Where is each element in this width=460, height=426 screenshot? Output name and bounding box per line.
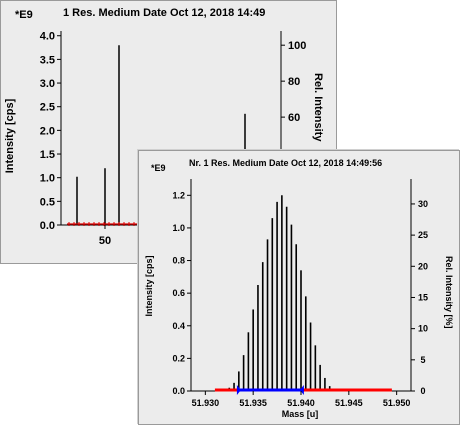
y-tick-label: 3.5	[40, 54, 55, 66]
zoomed-spectrum-chart: *E9 Nr. 1 Res. Medium Date Oct 12, 2018 …	[144, 158, 454, 419]
y2-tick-label: 5	[420, 355, 425, 365]
y-tick-label: 1.5	[40, 149, 55, 161]
y-tick-label: 3.0	[40, 78, 55, 90]
y-tick-label: 1.0	[172, 223, 185, 233]
y2-tick-label: 25	[418, 230, 428, 240]
x-axis-label: Mass [u]	[282, 409, 319, 419]
spectrum-window-front[interactable]: *E9 Nr. 1 Res. Medium Date Oct 12, 2018 …	[138, 150, 460, 425]
y2-axis-label: Rel. Intensity	[312, 73, 324, 142]
y2-tick-label: 15	[418, 292, 428, 302]
x-tick-label: 51.950	[383, 398, 411, 408]
y2-axis-label: Rel. Intensity [%]	[444, 256, 454, 329]
y-tick-label: 1.0	[40, 173, 55, 185]
chart-header: 1 Res. Medium Date Oct 12, 2018 14:49	[63, 7, 265, 19]
x-tick-label: 50	[99, 235, 111, 247]
y-axis-label: Intensity [cps]	[4, 98, 16, 173]
y-axis-label: Intensity [cps]	[144, 255, 154, 316]
y-tick-label: 0.4	[172, 321, 185, 331]
y2-tick-label: 60	[288, 112, 300, 124]
y-tick-label: 0.0	[172, 386, 185, 396]
y2-tick-label: 30	[418, 199, 428, 209]
x-tick-label: 51.930	[192, 398, 220, 408]
y2-tick-label: 80	[288, 76, 300, 88]
y-tick-label: 2.0	[40, 125, 55, 137]
y-tick-label: 0.5	[40, 196, 55, 208]
y-tick-label: 0.2	[172, 353, 185, 363]
x-tick-label: 51.945	[335, 398, 363, 408]
exponent-label: *E9	[151, 163, 166, 173]
exponent-label: *E9	[15, 9, 33, 21]
y2-tick-label: 20	[418, 261, 428, 271]
x-tick-label: 51.940	[287, 398, 315, 408]
y-tick-label: 1.2	[172, 190, 185, 200]
chart-header: Nr. 1 Res. Medium Date Oct 12, 2018 14:4…	[189, 158, 382, 168]
blue-range-end-marker	[299, 385, 304, 395]
y-tick-label: 2.5	[40, 102, 55, 114]
y-tick-label: 0.6	[172, 288, 185, 298]
y-tick-label: 0.0	[40, 220, 55, 232]
y2-tick-label: 0	[420, 386, 425, 396]
blue-range-start-marker	[236, 385, 241, 395]
y-tick-label: 4.0	[40, 31, 55, 43]
y-tick-label: 0.8	[172, 256, 185, 266]
x-tick-label: 51.935	[239, 398, 267, 408]
y2-tick-label: 100	[288, 40, 306, 52]
y2-tick-label: 10	[418, 324, 428, 334]
